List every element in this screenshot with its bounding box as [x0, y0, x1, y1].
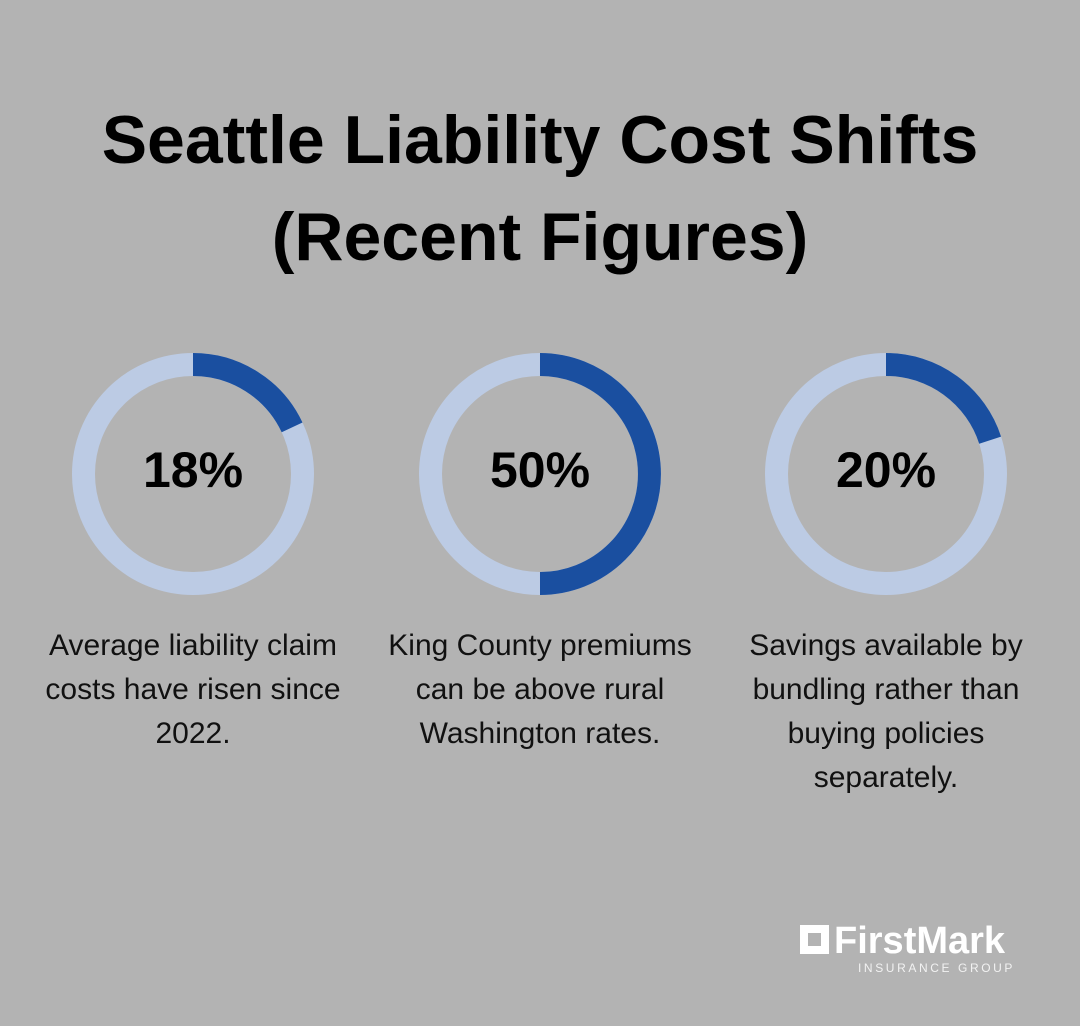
logo-icon-hole: [808, 933, 821, 946]
donut-arc: [885, 353, 1002, 445]
value-label: 18%: [143, 442, 243, 498]
title: Seattle Liability Cost Shifts (Recent Fi…: [101, 102, 979, 275]
logo-tagline: INSURANCE GROUP: [858, 961, 1015, 975]
caption: Savings available by bundling rather tha…: [749, 629, 1023, 794]
donut-arc: [192, 353, 303, 433]
logo-name: FirstMark: [834, 920, 1006, 962]
value-label: 50%: [490, 442, 590, 498]
value-label: 20%: [836, 442, 936, 498]
logo: FirstMark INSURANCE GROUP: [800, 920, 1015, 975]
donut-arc: [539, 353, 661, 595]
caption: Average liability claim costs have risen…: [45, 629, 341, 750]
caption: King County premiums can be above rural …: [388, 629, 692, 750]
